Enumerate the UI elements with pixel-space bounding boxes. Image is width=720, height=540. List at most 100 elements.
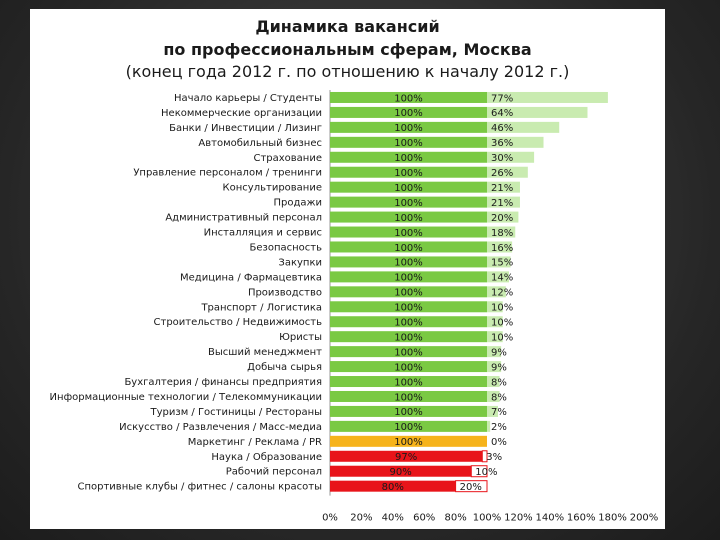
bar-change xyxy=(487,405,498,417)
bar-base xyxy=(330,211,487,223)
bar-base xyxy=(330,106,487,118)
data-label-base: 100% xyxy=(394,303,423,314)
data-label-change: 10% xyxy=(491,303,513,314)
category-label: Банки / Инвестиции / Лизинг xyxy=(169,123,322,134)
bar-change xyxy=(487,271,509,283)
data-label-change: 30% xyxy=(491,153,513,164)
category-label: Наука / Образование xyxy=(211,452,322,463)
category-label: Управление персоналом / тренинги xyxy=(133,168,322,179)
data-label-change: 8% xyxy=(491,377,507,388)
category-label: Маркетинг / Реклама / PR xyxy=(188,437,322,448)
category-label: Инсталляция и сервис xyxy=(204,228,322,239)
category-label: Информационные технологии / Телекоммуник… xyxy=(50,392,322,403)
bar-change xyxy=(470,465,488,478)
category-label: Административный персонал xyxy=(165,213,322,224)
category-label: Бухгалтерия / финансы предприятия xyxy=(124,377,322,388)
data-label-base: 100% xyxy=(394,183,423,194)
data-label-change: 10% xyxy=(475,467,497,478)
bar-change xyxy=(487,241,513,253)
bar-base xyxy=(330,465,472,477)
data-label-change: 14% xyxy=(491,273,513,284)
bar-base xyxy=(330,121,487,133)
data-label-change: 21% xyxy=(491,198,513,209)
x-tick-label: 180% xyxy=(598,513,627,524)
data-label-change: 0% xyxy=(491,437,507,448)
x-tick-label: 120% xyxy=(504,513,533,524)
category-label: Начало карьеры / Студенты xyxy=(174,93,322,104)
category-label: Строительство / Недвижимость xyxy=(154,317,323,328)
data-label-base: 100% xyxy=(394,93,423,104)
category-label: Юристы xyxy=(279,332,322,343)
bar-base xyxy=(330,361,487,373)
data-label-base: 100% xyxy=(394,377,423,388)
bar-change xyxy=(487,301,503,313)
data-label-change: 7% xyxy=(491,407,507,418)
x-tick-label: 100% xyxy=(473,513,502,524)
bar-change xyxy=(487,211,519,223)
data-label-change: 9% xyxy=(491,347,507,358)
x-tick-label: 0% xyxy=(322,513,338,524)
data-label-change: 16% xyxy=(491,243,513,254)
x-tick-label: 60% xyxy=(413,513,435,524)
x-tick-label: 20% xyxy=(350,513,372,524)
bar-base xyxy=(330,450,483,462)
bar-base xyxy=(330,91,487,103)
bar-change xyxy=(487,181,520,193)
data-label-base: 100% xyxy=(394,228,423,239)
category-label: Продажи xyxy=(273,198,322,209)
bar-base xyxy=(330,376,487,388)
category-label: Медицина / Фармацевтика xyxy=(180,272,322,283)
x-tick-label: 80% xyxy=(444,513,466,524)
data-label-change: 46% xyxy=(491,123,513,134)
data-label-base: 100% xyxy=(394,318,423,329)
data-label-change: 64% xyxy=(491,108,513,119)
bar-change xyxy=(487,256,511,268)
category-label: Транспорт / Логистика xyxy=(200,302,322,313)
bar-change xyxy=(455,480,488,493)
category-label: Безопасность xyxy=(250,242,323,253)
x-tick-label: 140% xyxy=(536,513,565,524)
bar-base xyxy=(330,241,487,253)
data-label-base: 100% xyxy=(394,198,423,209)
data-label-base: 100% xyxy=(394,153,423,164)
data-label-base: 100% xyxy=(394,407,423,418)
chart-title: Динамика вакансий xyxy=(255,17,440,36)
data-label-base: 100% xyxy=(394,168,423,179)
data-label-base: 100% xyxy=(394,437,423,448)
category-label: Рабочий персонал xyxy=(226,467,322,478)
data-label-change: 9% xyxy=(491,362,507,373)
category-label: Закупки xyxy=(278,257,322,268)
bar-change xyxy=(487,196,520,208)
bar-change xyxy=(487,376,500,388)
data-label-base: 100% xyxy=(394,362,423,373)
bar-base xyxy=(330,420,487,432)
category-label: Производство xyxy=(248,287,322,298)
data-label-change: 12% xyxy=(491,288,513,299)
bar-base xyxy=(330,286,487,298)
data-label-change: 18% xyxy=(491,228,513,239)
chart-subtitle-period: (конец года 2012 г. по отношению к начал… xyxy=(125,62,570,81)
x-tick-label: 200% xyxy=(630,513,659,524)
category-label: Автомобильный бизнес xyxy=(198,138,322,149)
data-label-base: 100% xyxy=(394,138,423,149)
data-label-base: 100% xyxy=(394,347,423,358)
data-label-change: 3% xyxy=(486,452,502,463)
category-label: Консультирование xyxy=(223,183,322,194)
x-tick-label: 40% xyxy=(382,513,404,524)
bar-base xyxy=(330,480,456,492)
bar-base xyxy=(330,301,487,313)
bar-change xyxy=(487,286,506,298)
data-label-base: 100% xyxy=(394,213,423,224)
data-label-base: 100% xyxy=(394,273,423,284)
bar-base xyxy=(330,196,487,208)
category-label: Туризм / Гостиницы / Рестораны xyxy=(150,407,323,418)
bar-chart: Начало карьеры / Студенты 100% 77% Некоммер… xyxy=(50,90,659,524)
category-label: Искусство / Развлечения / Масс-медиа xyxy=(119,422,322,433)
data-label-base: 100% xyxy=(394,422,423,433)
data-label-change: 10% xyxy=(491,318,513,329)
data-label-change: 77% xyxy=(491,93,513,104)
bar-change xyxy=(487,390,500,402)
bar-change xyxy=(487,151,535,163)
bar-change xyxy=(487,226,516,238)
data-label-base: 100% xyxy=(394,108,423,119)
